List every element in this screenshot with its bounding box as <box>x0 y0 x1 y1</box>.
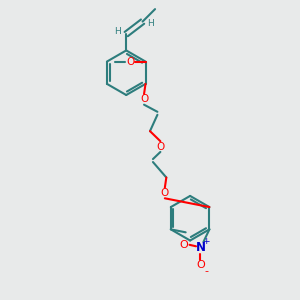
Text: O: O <box>161 188 169 198</box>
Text: H: H <box>147 20 154 28</box>
Text: O: O <box>156 142 164 152</box>
Text: O: O <box>180 240 188 250</box>
Text: +: + <box>202 237 210 246</box>
Text: O: O <box>140 94 148 104</box>
Text: -: - <box>204 266 208 276</box>
Text: O: O <box>126 57 134 67</box>
Text: O: O <box>196 260 205 270</box>
Text: H: H <box>115 27 121 36</box>
Text: N: N <box>196 241 206 254</box>
